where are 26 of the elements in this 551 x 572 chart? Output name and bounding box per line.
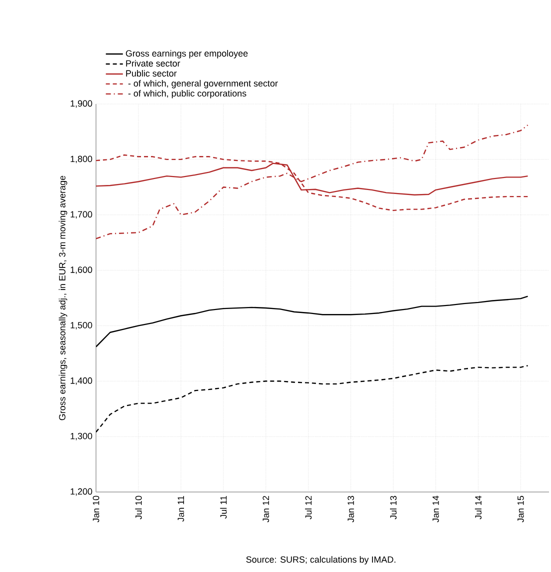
y-tick-label: 1,200: [70, 488, 92, 496]
x-tick-label: Jan 14: [432, 496, 439, 522]
y-axis-title: Gross earnings, seasonally adj., in EUR, 3-m moving average: [58, 176, 68, 420]
x-tick-label: Jan 13: [348, 496, 354, 522]
x-tick-label: Jul 11: [220, 496, 227, 519]
x-tick-label: Jan 12: [262, 496, 270, 522]
legend-label: - of which, general government sector: [128, 80, 278, 88]
x-tick-label: Jan 10: [92, 496, 100, 522]
y-tick-label: 1,400: [70, 377, 92, 385]
y-tick-label: 1,500: [70, 322, 92, 330]
x-tick-label: Jul 14: [474, 496, 482, 520]
legend-label: Private sector: [126, 60, 180, 67]
x-tick-label: Jul 10: [135, 496, 142, 520]
legend-label: Gross earnings per empoloyee: [126, 50, 248, 58]
y-tick-label: 1,600: [70, 266, 92, 274]
y-tick-label: 1,900: [70, 100, 92, 108]
x-tick-label: Jul 12: [305, 496, 312, 520]
x-tick-label: Jan 15: [518, 496, 524, 522]
y-tick-label: 1,300: [70, 432, 92, 440]
legend-label: - of which, public corporations: [128, 90, 246, 98]
x-tick-label: Jan 11: [178, 496, 184, 522]
y-tick-label: 1,700: [70, 211, 92, 219]
y-tick-label: 1,800: [70, 156, 92, 164]
legend-label: Public sector: [126, 70, 177, 77]
x-tick-label: Jul 13: [390, 496, 397, 520]
source-note: Source: SURS; calculations by IMAD.: [246, 556, 396, 564]
